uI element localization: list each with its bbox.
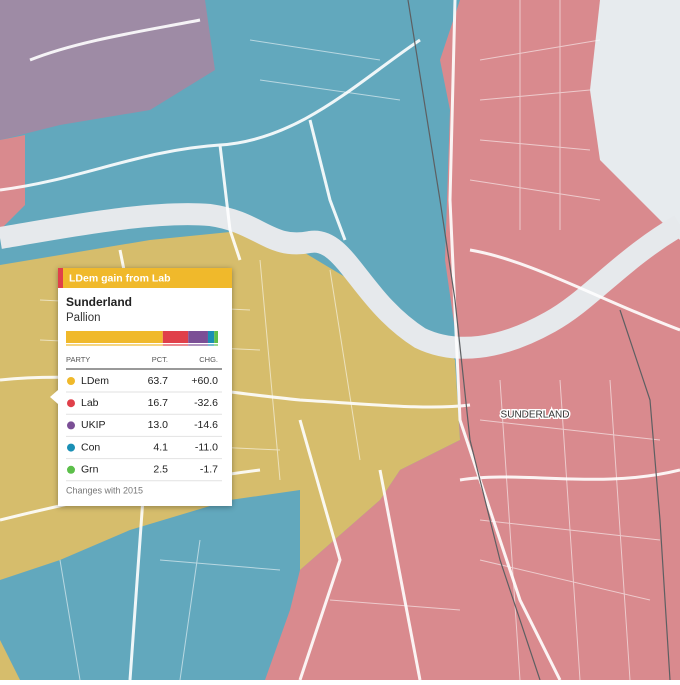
tooltip-header-text: LDem gain from Lab xyxy=(69,272,171,284)
share-underline xyxy=(214,344,218,346)
party-dot xyxy=(67,465,75,474)
party-dot xyxy=(67,443,75,452)
pct: 4.1 xyxy=(153,441,168,453)
party-name: UKIP xyxy=(81,419,106,431)
party-dot xyxy=(67,421,75,430)
region-lab xyxy=(0,135,25,230)
ward: Pallion xyxy=(66,312,101,324)
share-underline xyxy=(66,344,163,346)
chg: -32.6 xyxy=(194,397,218,409)
party-dot xyxy=(67,377,75,385)
party-name: Grn xyxy=(81,464,99,476)
chg: -14.6 xyxy=(194,419,218,431)
share-underline xyxy=(207,344,215,346)
column-header: PARTY xyxy=(66,355,90,364)
pct: 13.0 xyxy=(148,419,169,431)
share-segment xyxy=(188,331,208,343)
railway xyxy=(619,309,671,681)
pct: 63.7 xyxy=(148,375,169,387)
party-name: LDem xyxy=(81,375,109,387)
railway xyxy=(407,0,541,681)
river xyxy=(0,203,680,359)
constituency: Sunderland xyxy=(66,295,132,309)
share-segment xyxy=(207,331,215,343)
tooltip-header xyxy=(58,268,232,288)
tooltip: LDem gain from Lab Sunderland Pallion PA… xyxy=(50,268,232,506)
region-ukip xyxy=(0,0,215,140)
pct: 16.7 xyxy=(148,397,169,409)
chg: +60.0 xyxy=(191,375,218,387)
share-segment xyxy=(66,331,163,343)
footnote: Changes with 2015 xyxy=(66,485,143,495)
place-label: SUNDERLAND xyxy=(501,410,570,421)
region-ldem xyxy=(0,640,20,680)
chg: -11.0 xyxy=(195,441,218,453)
column-header: CHG. xyxy=(199,355,218,364)
party-dot xyxy=(67,399,75,408)
share-underline xyxy=(162,344,189,346)
pct: 2.5 xyxy=(153,464,168,476)
column-header: PCT. xyxy=(152,355,168,364)
gain-from-stripe xyxy=(58,268,63,288)
share-underline xyxy=(188,344,208,346)
party-name: Lab xyxy=(81,397,99,409)
tooltip-box xyxy=(58,268,232,506)
tooltip-pointer xyxy=(50,390,58,404)
share-segment xyxy=(214,331,218,343)
share-segment xyxy=(162,331,189,343)
party-name: Con xyxy=(81,441,100,453)
chg: -1.7 xyxy=(200,464,218,476)
sea xyxy=(590,0,680,240)
